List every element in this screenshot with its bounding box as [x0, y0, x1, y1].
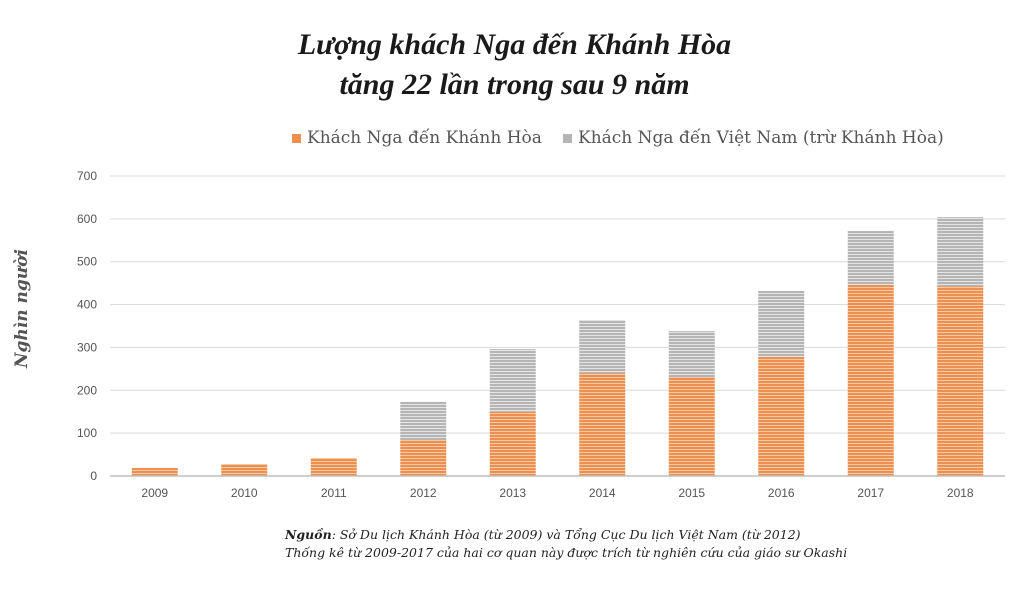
bar-khanh-hoa-2010 [221, 464, 268, 476]
legend-item-viet-nam: Khách Nga đến Việt Nam (trừ Khánh Hòa) [563, 128, 944, 148]
x-tick-label: 2013 [499, 486, 526, 500]
x-tick-label: 2014 [589, 486, 616, 500]
y-tick-label: 500 [77, 255, 97, 269]
bar-viet-nam-2018 [937, 217, 984, 287]
x-tick-label: 2012 [410, 486, 437, 500]
y-tick-label: 400 [77, 298, 97, 312]
source-text: : Sở Du lịch Khánh Hòa (từ 2009) và Tổng… [331, 527, 801, 542]
bar-khanh-hoa-2014 [579, 373, 626, 476]
chart-title-line2: tăng 22 lần trong sau 9 năm [339, 68, 690, 101]
bar-viet-nam-2017 [847, 230, 894, 285]
legend-label: Khách Nga đến Khánh Hòa [307, 128, 542, 148]
x-tick-label: 2018 [947, 486, 974, 500]
bar-khanh-hoa-2018 [937, 286, 984, 476]
y-tick-label: 600 [77, 212, 97, 226]
x-tick-label: 2015 [678, 486, 705, 500]
bar-khanh-hoa-2011 [310, 458, 357, 476]
source-note: Nguồn: Sở Du lịch Khánh Hòa (từ 2009) và… [285, 527, 801, 542]
bar-khanh-hoa-2013 [489, 411, 536, 476]
x-tick-label: 2009 [141, 486, 168, 500]
legend-swatch-gray [563, 133, 572, 143]
source-label: Nguồn [285, 527, 332, 542]
legend-item-khanh-hoa: Khách Nga đến Khánh Hòa [292, 128, 542, 148]
legend-swatch-orange [292, 133, 301, 143]
legend-label: Khách Nga đến Việt Nam (trừ Khánh Hòa) [578, 128, 944, 148]
bar-khanh-hoa-2017 [847, 284, 894, 476]
bar-khanh-hoa-2012 [400, 440, 447, 476]
x-tick-label: 2017 [857, 486, 884, 500]
y-tick-label: 200 [77, 383, 97, 397]
bar-khanh-hoa-2016 [758, 356, 805, 476]
bar-viet-nam-2016 [758, 290, 805, 357]
bar-khanh-hoa-2015 [668, 377, 715, 476]
bar-viet-nam-2014 [579, 320, 626, 374]
source-note-2: Thống kê từ 2009-2017 của hai cơ quan nà… [285, 545, 848, 560]
y-tick-label: 300 [77, 340, 97, 354]
bar-khanh-hoa-2009 [131, 467, 178, 476]
x-tick-label: 2010 [231, 486, 258, 500]
y-tick-label: 0 [90, 469, 97, 483]
bar-viet-nam-2013 [489, 349, 536, 412]
bar-viet-nam-2015 [668, 331, 715, 377]
chart-title-line1: Lượng khách Nga đến Khánh Hòa [297, 28, 732, 61]
x-tick-label: 2016 [768, 486, 795, 500]
y-tick-label: 700 [77, 169, 97, 183]
bar-viet-nam-2012 [400, 401, 447, 440]
x-tick-label: 2011 [321, 486, 347, 500]
y-tick-label: 100 [77, 426, 97, 440]
